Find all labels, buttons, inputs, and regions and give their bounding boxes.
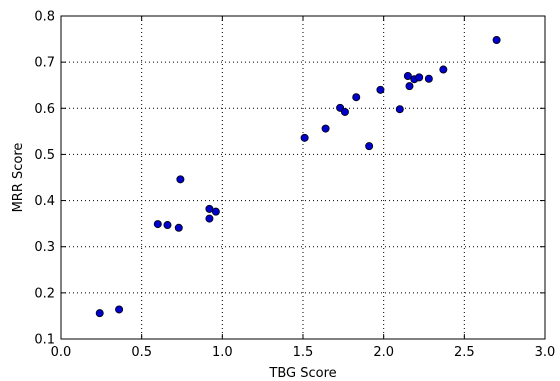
x-tick-label: 2.5 <box>454 345 475 360</box>
data-point <box>403 71 412 80</box>
data-point <box>176 175 185 184</box>
x-tick-label: 1.0 <box>212 345 233 360</box>
x-tick-label: 3.0 <box>535 345 556 360</box>
data-point <box>352 93 361 102</box>
y-tick-label: 0.2 <box>34 286 55 301</box>
data-point <box>174 223 183 232</box>
data-point <box>340 107 349 116</box>
y-tick-label: 0.1 <box>34 333 55 348</box>
data-point <box>205 214 214 223</box>
data-point <box>211 207 220 216</box>
data-point <box>376 85 385 94</box>
y-tick-label: 0.4 <box>34 194 55 209</box>
data-point <box>415 73 424 82</box>
data-point <box>365 142 374 151</box>
y-axis-label: MRR Score <box>11 143 26 213</box>
y-tick-label: 0.8 <box>34 10 55 25</box>
x-tick-label: 1.5 <box>293 345 314 360</box>
data-point <box>163 221 172 230</box>
y-tick-label: 0.3 <box>34 240 55 255</box>
y-tick-label: 0.7 <box>34 56 55 71</box>
x-axis-label: TBG Score <box>268 366 336 381</box>
x-tick-label: 0.5 <box>131 345 152 360</box>
x-tick-label: 2.0 <box>373 345 394 360</box>
axis-ticks <box>60 15 546 340</box>
y-tick-label: 0.5 <box>34 148 55 163</box>
data-point <box>395 105 404 114</box>
grid <box>61 16 545 339</box>
data-point <box>424 74 433 83</box>
data-point <box>492 35 501 44</box>
x-tick-label: 0.0 <box>51 345 72 360</box>
data-point <box>321 124 330 133</box>
data-point <box>405 82 414 91</box>
x-tick-labels: 0.0 0.5 1.0 1.5 2.0 2.5 3.0 <box>51 345 556 360</box>
data-point <box>95 309 104 318</box>
data-point <box>115 305 124 314</box>
data-point <box>439 65 448 74</box>
data-points <box>95 35 501 318</box>
data-point <box>300 133 309 142</box>
y-tick-label: 0.6 <box>34 102 55 117</box>
y-tick-labels: 0.1 0.2 0.3 0.4 0.5 0.6 0.7 0.8 <box>34 10 55 348</box>
data-point <box>153 220 162 229</box>
